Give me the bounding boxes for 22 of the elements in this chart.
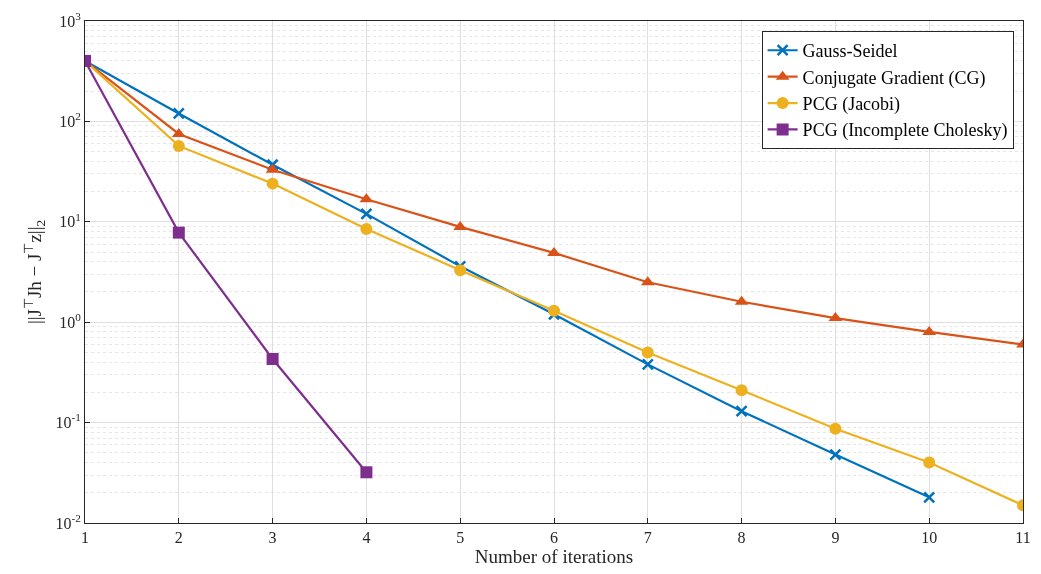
legend-label: Gauss-Seidel	[802, 41, 898, 62]
x-tick-label: 5	[456, 529, 465, 547]
y-tick-label: 10$^{3}$	[59, 9, 82, 30]
x-axis-title: Number of iterations	[474, 546, 634, 568]
x-tick-label: 8	[737, 529, 746, 547]
x-tick-label: 4	[362, 529, 371, 547]
y-tick-label: 10$^{2}$	[59, 110, 81, 130]
legend-label: PCG (Jacobi)	[802, 94, 901, 116]
x-tick-label: 2	[174, 529, 183, 547]
y-tick-label: 10$^{-2}$	[55, 511, 81, 532]
x-tick-label: 6	[550, 529, 558, 547]
x-tick-label: 7	[643, 529, 652, 547]
y-tick-label: 10$^{0}$	[59, 311, 82, 331]
x-tick-label: 11	[1015, 529, 1031, 547]
x-tick-label: 9	[831, 529, 840, 547]
x-tick-label: 1	[81, 529, 89, 547]
y-tick-label: 10$^{1}$	[59, 210, 81, 231]
y-tick-label: 10$^{-1}$	[55, 411, 81, 432]
legend-label: PCG (Incomplete Cholesky)	[802, 120, 1008, 142]
x-tick-label: 3	[268, 529, 277, 547]
legend-label: Conjugate Gradient (CG)	[802, 67, 986, 89]
x-tick-label: 10	[921, 529, 938, 547]
